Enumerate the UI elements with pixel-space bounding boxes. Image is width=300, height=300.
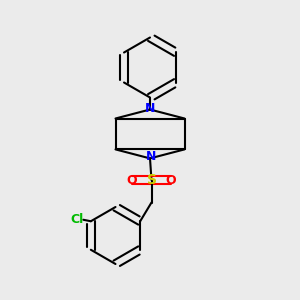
Text: S: S [146, 173, 157, 187]
Text: O: O [127, 173, 137, 187]
Text: N: N [145, 101, 155, 115]
Text: N: N [146, 150, 157, 164]
Text: Cl: Cl [71, 213, 84, 226]
Text: O: O [166, 173, 176, 187]
